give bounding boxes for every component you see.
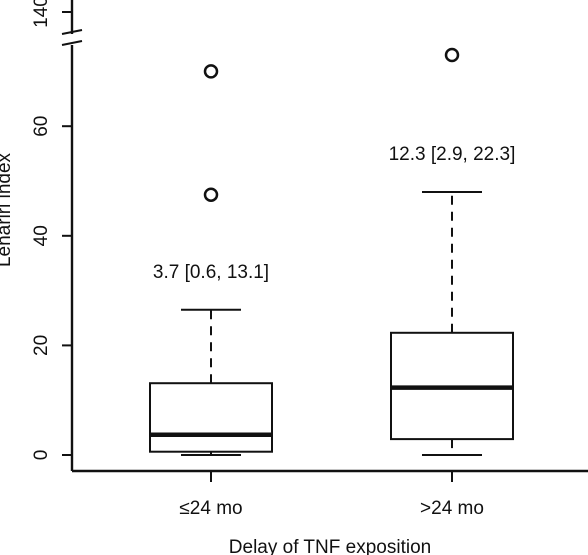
y-tick-label-3: 60 [31,116,52,137]
x-tick-label-1: >24 mo [420,498,484,519]
y-tick-label-4: 140 [31,0,52,28]
outlier-0 [444,47,460,63]
y-ticks: 0 20 40 60 140 [31,0,72,460]
y-tick-label-2: 40 [31,225,52,246]
y-tick-label-1: 20 [31,335,52,356]
x-tick-label-0: ≤24 mo [179,498,242,519]
box-0: 3.7 [0.6, 13.1] [149,64,273,456]
box-1: 12.3 [2.9, 22.3] [389,47,516,456]
axis-break-mark-bottom [61,40,83,46]
boxes: 3.7 [0.6, 13.1] 12.3 [2.9, 22.3] [149,47,516,456]
x-axis-label: Delay of TNF exposition [229,537,431,555]
box-annotation: 3.7 [0.6, 13.1] [153,262,269,283]
x-ticks: ≤24 mo >24 mo [179,471,484,519]
y-axis-label: Lehariri index [0,152,15,267]
box-iqr [149,382,273,453]
y-tick-label-0: 0 [31,450,52,461]
box-annotation: 12.3 [2.9, 22.3] [389,144,516,165]
outlier-1 [203,64,219,79]
axis-break-mark-top [61,29,83,35]
y-axis [61,0,83,471]
outlier-0 [203,187,219,202]
